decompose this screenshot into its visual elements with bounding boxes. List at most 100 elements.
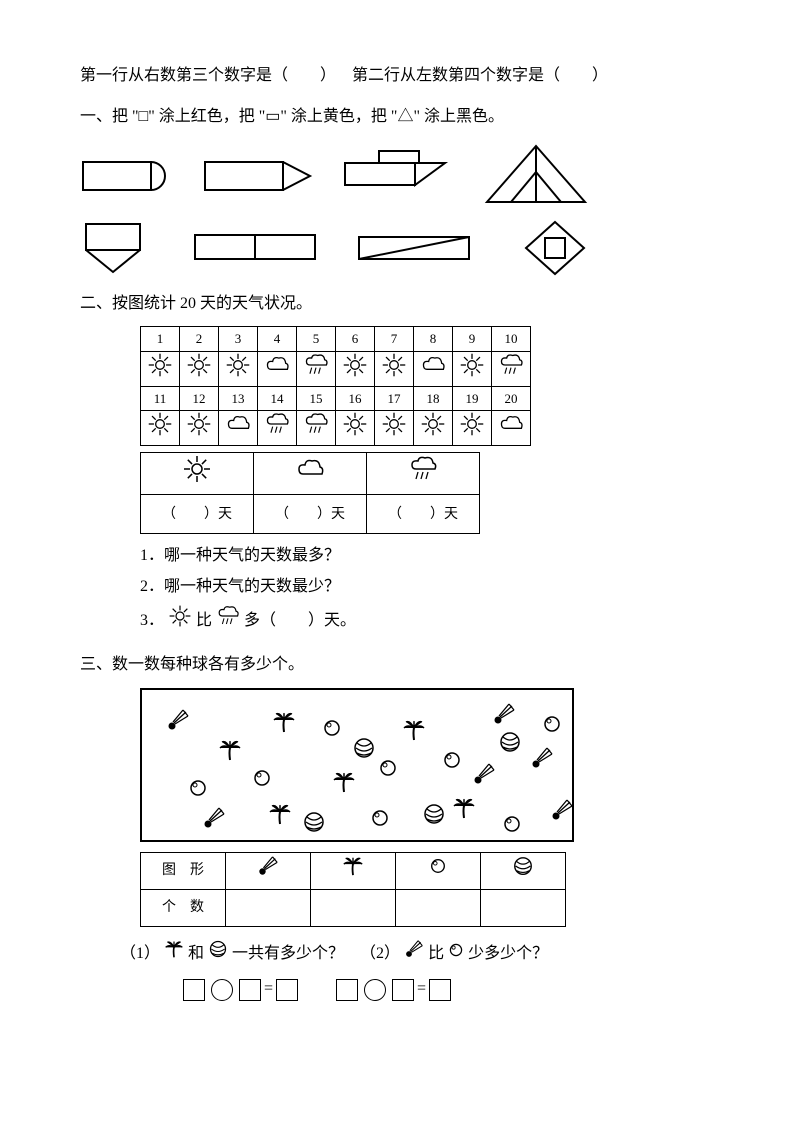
eq-box[interactable] xyxy=(336,979,358,1001)
sun-icon xyxy=(414,411,453,446)
summary-cloud-icon xyxy=(254,453,367,495)
cloud-icon xyxy=(414,351,453,386)
summary-rain-blank[interactable]: （ ）天 xyxy=(367,495,480,534)
day-number: 3 xyxy=(219,327,258,351)
q2-2: 2．哪一种天气的天数最少？ xyxy=(140,573,720,602)
section3-subquestions: （1） 和 一共有多少个？ （2） 比 少多少个？ xyxy=(120,939,720,970)
sun-icon xyxy=(180,351,219,386)
equation-row: = = xyxy=(180,975,720,1004)
palm-icon xyxy=(164,939,184,970)
day-number: 19 xyxy=(453,386,492,410)
eq-op[interactable] xyxy=(211,979,233,1001)
circle-icon xyxy=(448,940,464,969)
eq-box[interactable] xyxy=(429,979,451,1001)
q3-suffix: 多（ ）天。 xyxy=(244,612,356,629)
count-row-label: 个 数 xyxy=(141,889,226,926)
count-hdr-ball xyxy=(481,852,566,889)
day-number: 4 xyxy=(258,327,297,351)
day-number: 15 xyxy=(297,386,336,410)
weather-summary-table: （ ）天 （ ）天 （ ）天 xyxy=(140,452,480,534)
shapes-row-1 xyxy=(80,142,720,208)
s3q2-mid1: 比 xyxy=(428,945,448,962)
shape-pencil xyxy=(202,152,317,198)
count-blank-4[interactable] xyxy=(481,889,566,926)
shuttle-icon xyxy=(404,939,424,970)
shapes-row-2 xyxy=(80,218,720,278)
top-right-text: 第二行从左数第四个数字是（ ） xyxy=(352,67,608,84)
sun-icon xyxy=(141,411,180,446)
shape-two-rects xyxy=(192,229,322,267)
top-left-text: 第一行从右数第三个数字是（ ） xyxy=(80,67,336,84)
shape-compound xyxy=(339,149,459,201)
count-blank-1[interactable] xyxy=(226,889,311,926)
count-table: 图 形 个 数 xyxy=(140,852,566,927)
summary-cloud-blank[interactable]: （ ）天 xyxy=(254,495,367,534)
eq-box[interactable] xyxy=(276,979,298,1001)
balls-box xyxy=(140,688,574,842)
s3q1-mid1: 和 xyxy=(188,945,208,962)
summary-sun-blank[interactable]: （ ）天 xyxy=(141,495,254,534)
cloud-icon xyxy=(492,411,531,446)
count-hdr-shuttle xyxy=(226,852,311,889)
shape-bullet xyxy=(80,152,180,198)
s3q1-prefix: （1） xyxy=(120,945,160,962)
sun-icon xyxy=(453,411,492,446)
rain-icon xyxy=(297,351,336,386)
rain-icon xyxy=(492,351,531,386)
day-number: 14 xyxy=(258,386,297,410)
day-number: 5 xyxy=(297,327,336,351)
sun-icon xyxy=(375,351,414,386)
q2-1: 1．哪一种天气的天数最多？ xyxy=(140,542,720,571)
shape-pentagon-down xyxy=(80,220,150,276)
sun-icon xyxy=(336,351,375,386)
count-hdr-label: 图 形 xyxy=(141,852,226,889)
day-number: 8 xyxy=(414,327,453,351)
section1-title: 一、把 "□" 涂上红色，把 "▭" 涂上黄色，把 "△" 涂上黑色。 xyxy=(80,103,720,132)
section2-title: 二、按图统计 20 天的天气状况。 xyxy=(80,290,720,319)
day-number: 11 xyxy=(141,386,180,410)
eq-box[interactable] xyxy=(183,979,205,1001)
eq-op[interactable] xyxy=(364,979,386,1001)
day-number: 16 xyxy=(336,386,375,410)
shape-diamond-star xyxy=(522,218,588,278)
eq-box[interactable] xyxy=(392,979,414,1001)
sun-icon xyxy=(375,411,414,446)
q3-mid: 比 xyxy=(196,612,216,629)
count-hdr-palm xyxy=(311,852,396,889)
day-number: 12 xyxy=(180,386,219,410)
sun-icon xyxy=(453,351,492,386)
day-number: 7 xyxy=(375,327,414,351)
stripeball-icon xyxy=(208,939,228,970)
sun-icon xyxy=(219,351,258,386)
cloud-icon xyxy=(258,351,297,386)
day-number: 18 xyxy=(414,386,453,410)
s3q2-prefix: （2） xyxy=(360,945,400,962)
count-hdr-circle xyxy=(396,852,481,889)
weather-table: 12345678910 11121314151617181920 xyxy=(140,326,531,446)
shape-big-triangle xyxy=(481,142,591,208)
day-number: 13 xyxy=(219,386,258,410)
top-question-line: 第一行从右数第三个数字是（ ） 第二行从左数第四个数字是（ ） xyxy=(80,62,720,91)
sun-icon xyxy=(141,351,180,386)
sun-icon xyxy=(336,411,375,446)
day-number: 6 xyxy=(336,327,375,351)
count-blank-2[interactable] xyxy=(311,889,396,926)
summary-sun-icon xyxy=(141,453,254,495)
q3-prefix: 3． xyxy=(140,612,164,629)
sun-icon xyxy=(180,411,219,446)
day-number: 17 xyxy=(375,386,414,410)
shape-rect-diag xyxy=(356,231,476,265)
day-number: 20 xyxy=(492,386,531,410)
eq-box[interactable] xyxy=(239,979,261,1001)
sun-icon xyxy=(168,604,192,639)
day-number: 1 xyxy=(141,327,180,351)
cloud-icon xyxy=(219,411,258,446)
count-blank-3[interactable] xyxy=(396,889,481,926)
section3-title: 三、数一数每种球各有多少个。 xyxy=(80,651,720,680)
day-number: 9 xyxy=(453,327,492,351)
summary-rain-icon xyxy=(367,453,480,495)
rain-icon xyxy=(216,604,240,639)
day-number: 2 xyxy=(180,327,219,351)
day-number: 10 xyxy=(492,327,531,351)
section2-questions: 1．哪一种天气的天数最多？ 2．哪一种天气的天数最少？ 3． 比 多（ ）天。 xyxy=(140,542,720,638)
